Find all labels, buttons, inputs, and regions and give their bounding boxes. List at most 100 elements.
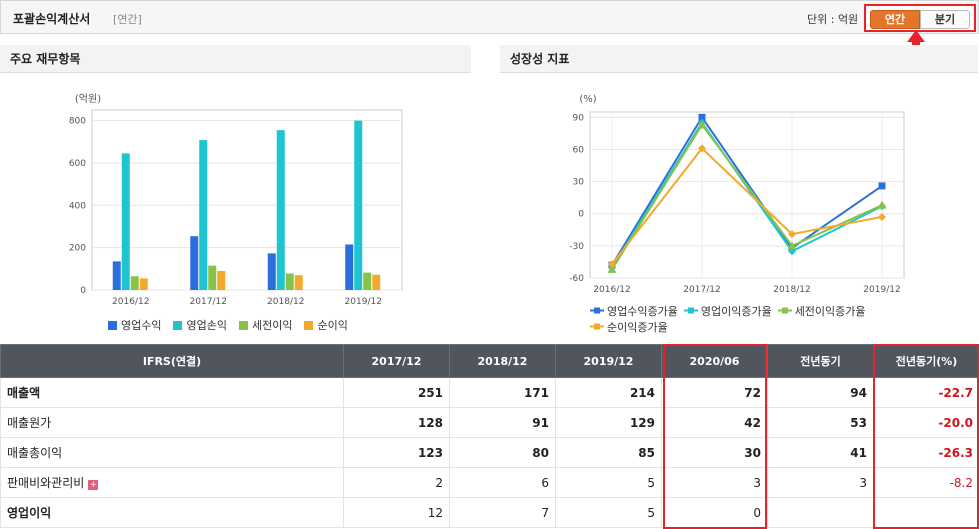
table-cell: 123	[343, 437, 450, 468]
y-tick-label: 60	[573, 145, 585, 155]
line-chart-legend: 영업수익증가율 영업이익증가율 세전이익증가율순이익증가율	[590, 303, 910, 335]
series-line	[611, 115, 883, 266]
table-row: 판매비와관리비 + 2 6 5 3 3 -8.2	[0, 467, 979, 498]
panel-title-financials: 주요 재무항목	[0, 45, 471, 73]
legend-item: 순이익	[304, 317, 348, 333]
expand-icon[interactable]: +	[88, 480, 99, 490]
table-cell: 251	[343, 377, 450, 408]
table-cell: 85	[555, 437, 662, 468]
y-tick-label: 90	[573, 113, 585, 123]
table-cell: 72	[661, 377, 768, 408]
row-label: 매출원가	[0, 407, 344, 438]
top-bar: 포괄손익계산서 [연간] 단위 : 억원 연간 분기	[0, 0, 979, 34]
row-label: 판매비와관리비 +	[0, 467, 344, 498]
row-label: 영업이익	[0, 497, 344, 528]
y-tick-label: 30	[573, 178, 585, 188]
line-chart: -60 -30 0 30 60 90 (%) 2016/12 2017/12 2018/12 201…	[569, 94, 905, 295]
period-label: [연간]	[113, 13, 142, 26]
table-header-row: IFRS(연결) 2017/12 2018/12 2019/12 2020/06…	[0, 344, 979, 378]
bar	[217, 270, 226, 290]
row-label: 매출총이익	[0, 437, 344, 468]
annual-button[interactable]: 연간	[870, 10, 920, 29]
table-cell: -8.2	[873, 467, 979, 498]
legend-item: 순이익증가율	[590, 319, 668, 335]
legend-marker	[683, 307, 698, 314]
legend-label: 영업수익증가율	[607, 305, 678, 318]
table-cell: 214	[555, 377, 662, 408]
legend-swatch	[238, 321, 248, 330]
table-cell: 6	[449, 467, 556, 498]
bar	[267, 253, 276, 290]
legend-item: 세전이익	[238, 317, 292, 333]
x-tick-label: 2017/12	[190, 297, 227, 307]
data-point	[698, 144, 706, 153]
plot-area	[589, 111, 905, 279]
bar	[285, 273, 294, 290]
table-row: 매출액 251 171 214 72 94 -22.7	[0, 377, 979, 408]
col-header: 2019/12	[555, 344, 662, 378]
y-tick-label: 800	[69, 117, 86, 127]
data-point	[608, 260, 616, 269]
page-title: 포괄손익계산서	[13, 12, 91, 26]
bar-chart: 0 200 400 600 800 (억원) 2016/12 2017/12 2018/12 20…	[69, 93, 403, 307]
legend-item: 영업수익증가율	[590, 303, 678, 319]
table-cell: 94	[767, 377, 874, 408]
period-toggle: 연간 분기	[864, 4, 976, 32]
y-tick-label: 0	[578, 210, 584, 220]
financial-table: IFRS(연결) 2017/12 2018/12 2019/12 2020/06…	[0, 344, 979, 528]
legend-item: 영업손익	[173, 317, 227, 333]
table-cell: 171	[449, 377, 556, 408]
y-axis-label: (%)	[579, 94, 596, 105]
legend-marker	[590, 323, 604, 330]
data-point	[698, 113, 706, 121]
col-header: 전년동기(%)	[873, 344, 979, 378]
table-cell: 129	[555, 407, 662, 438]
bar	[372, 274, 381, 290]
table-cell: 91	[449, 407, 556, 438]
y-tick-label: -30	[569, 242, 584, 252]
panel-title-growth: 성장성 지표	[500, 45, 978, 73]
table-cell: -26.3	[873, 437, 979, 468]
table-cell	[767, 497, 874, 528]
x-tick-label: 2016/12	[593, 285, 630, 295]
col-header: 2017/12	[343, 344, 450, 378]
x-tick-label: 2017/12	[683, 285, 720, 295]
series-line	[611, 146, 883, 265]
bar	[121, 153, 130, 290]
col-header: 2018/12	[449, 344, 556, 378]
legend-dot	[781, 307, 788, 314]
legend-label: 영업손익	[186, 319, 227, 332]
table-row: 매출원가 128 91 129 42 53 -20.0	[0, 407, 979, 438]
legend-label: 순이익	[317, 319, 348, 332]
legend-item: 영업수익	[108, 317, 161, 333]
row-label-text: 판매비와관리비	[7, 476, 85, 490]
bar-chart-legend: 영업수익 영업손익 세전이익 순이익	[108, 317, 360, 333]
quarter-button[interactable]: 분기	[920, 10, 970, 29]
table-cell: -22.7	[873, 377, 979, 408]
data-point	[697, 120, 707, 129]
bar	[139, 278, 148, 290]
y-tick-label: 400	[69, 201, 86, 211]
legend-item: 세전이익증가율	[777, 303, 866, 319]
legend-label: 순이익증가율	[607, 321, 668, 334]
legend-swatch	[173, 321, 183, 330]
bar	[190, 236, 199, 290]
table-cell: 30	[661, 437, 768, 468]
bar	[345, 244, 354, 290]
table-cell: 5	[555, 497, 662, 528]
table-row: 영업이익 12 7 5 0	[0, 497, 979, 528]
x-tick-label: 2019/12	[863, 285, 900, 295]
data-point	[877, 200, 887, 209]
table-cell: 3	[661, 467, 768, 498]
x-tick-label: 2018/12	[773, 285, 810, 295]
data-point	[607, 264, 617, 273]
bar	[112, 261, 121, 290]
y-tick-label: 200	[69, 244, 86, 254]
data-point	[878, 212, 886, 221]
x-tick-label: 2018/12	[267, 297, 304, 307]
row-label: 매출액	[0, 377, 344, 408]
legend-label: 영업수익	[121, 319, 162, 332]
legend-dot	[594, 307, 600, 314]
table-cell: 53	[767, 407, 874, 438]
col-header: IFRS(연결)	[0, 344, 344, 378]
